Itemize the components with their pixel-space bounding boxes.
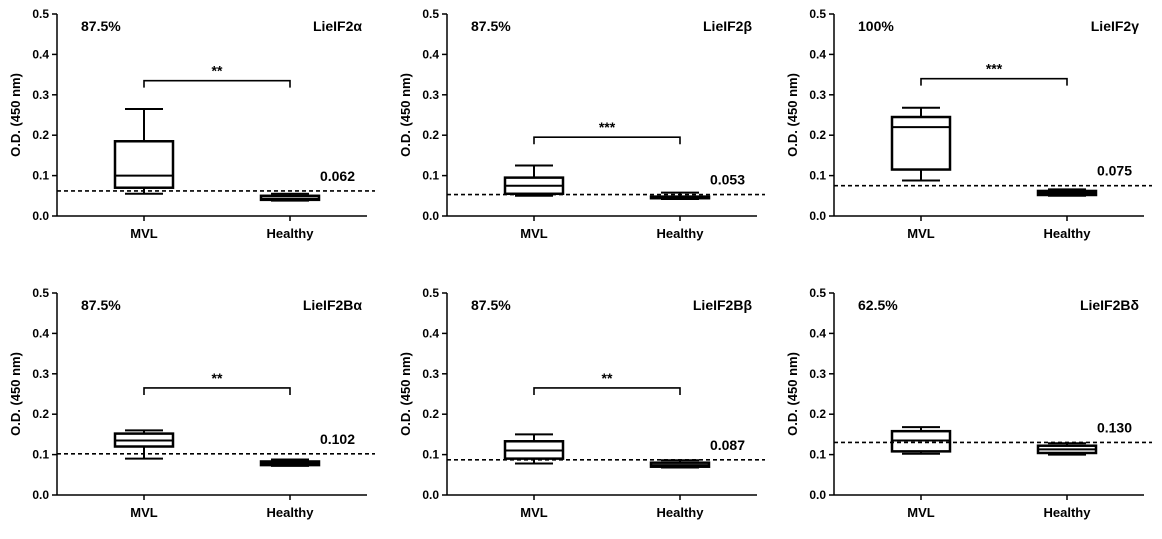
y-tick-label: 0.1 — [809, 169, 826, 183]
x-tick-label: MVL — [520, 505, 548, 520]
significance-bracket — [533, 136, 681, 145]
x-tick-label: Healthy — [267, 505, 315, 520]
panel-lieif2-gamma: 0.0 0.1 0.2 0.3 0.4 0.5 MVL Healthy O.D. (450 nm… — [777, 0, 1162, 260]
chart-svg: 0.0 0.1 0.2 0.3 0.4 0.5 MVL Healthy O.D. (450 nm… — [785, 286, 1152, 520]
chart-svg: 0.0 0.1 0.2 0.3 0.4 0.5 MVL Healthy O.D. (450 nm… — [398, 286, 765, 520]
chart-svg: 0.0 0.1 0.2 0.3 0.4 0.5 MVL Healthy O.D. (450 nm… — [8, 7, 375, 241]
x-tick-label: Healthy — [1044, 505, 1092, 520]
panel-lieif2-alpha: 0.0 0.1 0.2 0.3 0.4 0.5 MVL Healthy O.D. (450 nm… — [0, 0, 385, 260]
protein-name: LieIF2α — [313, 18, 362, 34]
y-tick-label: 0.2 — [422, 407, 439, 421]
percent-label: 87.5% — [471, 297, 511, 313]
x-tick-label: MVL — [130, 226, 158, 241]
y-axis-label: O.D. (450 nm) — [785, 352, 800, 436]
y-tick-label: 0.0 — [422, 488, 439, 502]
cutoff-label: 0.053 — [710, 172, 745, 188]
box — [890, 115, 952, 171]
y-tick-label: 0.5 — [32, 7, 49, 21]
y-tick-label: 0.3 — [422, 88, 439, 102]
significance-label: *** — [599, 119, 616, 135]
significance-label: ** — [212, 63, 223, 79]
box — [113, 140, 175, 189]
significance-label: ** — [212, 370, 223, 386]
chart-svg: 0.0 0.1 0.2 0.3 0.4 0.5 MVL Healthy O.D. (450 nm… — [8, 286, 375, 520]
y-tick-label: 0.2 — [809, 128, 826, 142]
y-tick-label: 0.4 — [809, 326, 826, 340]
panel-lieif2b-alpha: 0.0 0.1 0.2 0.3 0.4 0.5 MVL Healthy O.D. (450 nm… — [0, 279, 385, 539]
y-tick-label: 0.3 — [32, 88, 49, 102]
y-tick-label: 0.0 — [809, 488, 826, 502]
y-axis-label: O.D. (450 nm) — [398, 73, 413, 157]
percent-label: 100% — [858, 18, 894, 34]
y-tick-label: 0.4 — [809, 47, 826, 61]
y-tick-label: 0.4 — [32, 326, 49, 340]
cutoff-label: 0.102 — [320, 431, 355, 447]
y-tick-label: 0.4 — [422, 47, 439, 61]
y-tick-label: 0.4 — [32, 47, 49, 61]
y-tick-label: 0.3 — [809, 367, 826, 381]
y-tick-label: 0.2 — [422, 128, 439, 142]
protein-name: LieIF2γ — [1091, 18, 1139, 34]
chart-svg: 0.0 0.1 0.2 0.3 0.4 0.5 MVL Healthy O.D. (450 nm… — [398, 7, 765, 241]
y-tick-label: 0.0 — [422, 209, 439, 223]
protein-name: LieIF2β — [703, 18, 752, 34]
x-tick-label: Healthy — [657, 226, 705, 241]
x-tick-label: MVL — [130, 505, 158, 520]
y-axis-label: O.D. (450 nm) — [8, 73, 23, 157]
cutoff-label: 0.087 — [710, 437, 745, 453]
y-tick-label: 0.1 — [32, 448, 49, 462]
y-tick-label: 0.5 — [809, 7, 826, 21]
y-tick-label: 0.3 — [32, 367, 49, 381]
y-tick-label: 0.3 — [422, 367, 439, 381]
protein-name: LieIF2Bα — [303, 297, 363, 313]
y-tick-label: 0.1 — [422, 169, 439, 183]
y-tick-label: 0.0 — [32, 209, 49, 223]
y-tick-label: 0.1 — [422, 448, 439, 462]
y-tick-label: 0.3 — [809, 88, 826, 102]
percent-label: 87.5% — [471, 18, 511, 34]
protein-name: LieIF2Bβ — [693, 297, 753, 313]
protein-name: LieIF2Bδ — [1080, 297, 1139, 313]
y-tick-label: 0.1 — [809, 448, 826, 462]
y-tick-label: 0.0 — [32, 488, 49, 502]
y-tick-label: 0.2 — [32, 128, 49, 142]
y-tick-label: 0.4 — [422, 326, 439, 340]
x-tick-label: Healthy — [657, 505, 705, 520]
x-tick-label: Healthy — [267, 226, 315, 241]
y-tick-label: 0.5 — [422, 286, 439, 300]
significance-bracket — [143, 79, 291, 88]
y-tick-label: 0.5 — [422, 7, 439, 21]
x-tick-label: MVL — [520, 226, 548, 241]
percent-label: 62.5% — [858, 297, 898, 313]
y-axis-label: O.D. (450 nm) — [785, 73, 800, 157]
y-axis-label: O.D. (450 nm) — [8, 352, 23, 436]
cutoff-label: 0.062 — [320, 168, 355, 184]
y-tick-label: 0.5 — [32, 286, 49, 300]
panel-lieif2b-beta: 0.0 0.1 0.2 0.3 0.4 0.5 MVL Healthy O.D. (450 nm… — [390, 279, 775, 539]
y-tick-label: 0.5 — [809, 286, 826, 300]
cutoff-label: 0.075 — [1097, 163, 1132, 179]
significance-bracket — [533, 387, 681, 395]
chart-svg: 0.0 0.1 0.2 0.3 0.4 0.5 MVL Healthy O.D. (450 nm… — [785, 7, 1152, 241]
y-tick-label: 0.2 — [809, 407, 826, 421]
y-tick-label: 0.0 — [809, 209, 826, 223]
y-tick-label: 0.2 — [32, 407, 49, 421]
panel-lieif2b-delta: 0.0 0.1 0.2 0.3 0.4 0.5 MVL Healthy O.D. (450 nm… — [777, 279, 1162, 539]
percent-label: 87.5% — [81, 297, 121, 313]
significance-bracket — [920, 77, 1068, 86]
significance-bracket — [143, 387, 291, 395]
x-tick-label: MVL — [907, 226, 935, 241]
significance-label: ** — [602, 370, 613, 386]
significance-label: *** — [986, 61, 1003, 77]
x-tick-label: MVL — [907, 505, 935, 520]
x-tick-label: Healthy — [1044, 226, 1092, 241]
y-tick-label: 0.1 — [32, 169, 49, 183]
cutoff-label: 0.130 — [1097, 419, 1132, 435]
percent-label: 87.5% — [81, 18, 121, 34]
y-axis-label: O.D. (450 nm) — [398, 352, 413, 436]
panel-lieif2-beta: 0.0 0.1 0.2 0.3 0.4 0.5 MVL Healthy O.D. (450 nm… — [390, 0, 775, 260]
